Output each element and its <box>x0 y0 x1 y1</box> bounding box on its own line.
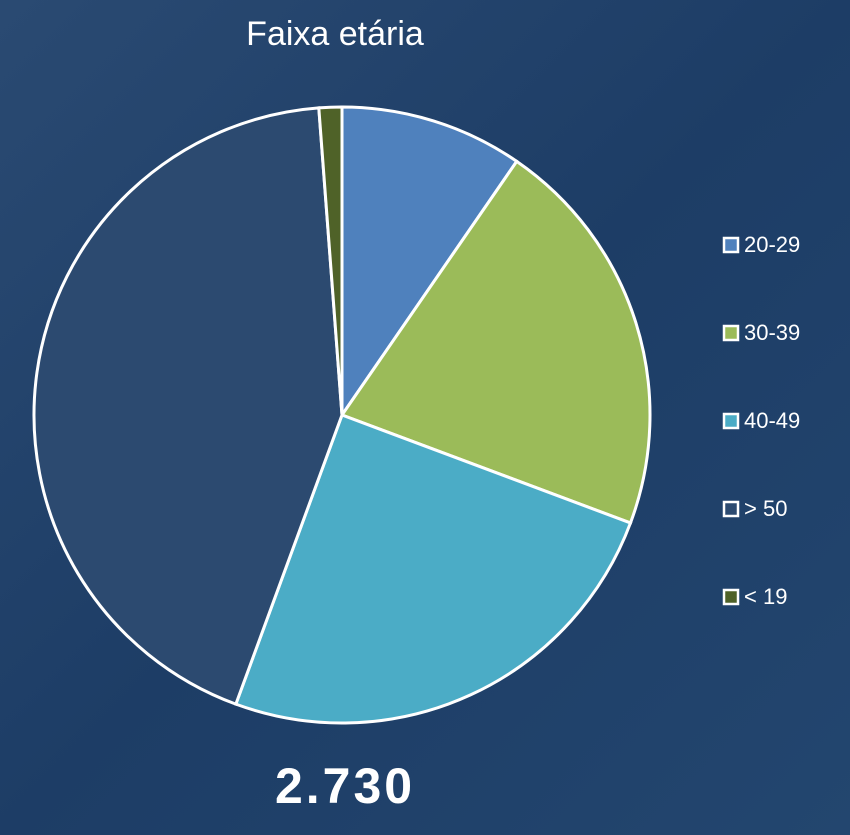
legend-swatch <box>724 414 738 428</box>
legend-label: > 50 <box>744 496 787 521</box>
legend-label: 20-29 <box>744 232 800 257</box>
legend-label: 30-39 <box>744 320 800 345</box>
chart-title: Faixa etária <box>246 15 424 53</box>
legend-swatch <box>724 238 738 252</box>
total-annotation: 2.730 <box>275 758 415 814</box>
chart: Faixa etária 2.730 20-29 30-39 40-49 > 50 < … <box>0 0 850 835</box>
legend-swatch <box>724 326 738 340</box>
legend-label: 40-49 <box>744 408 800 433</box>
legend-label: < 19 <box>744 584 787 609</box>
legend-swatch <box>724 502 738 516</box>
legend-swatch <box>724 590 738 604</box>
